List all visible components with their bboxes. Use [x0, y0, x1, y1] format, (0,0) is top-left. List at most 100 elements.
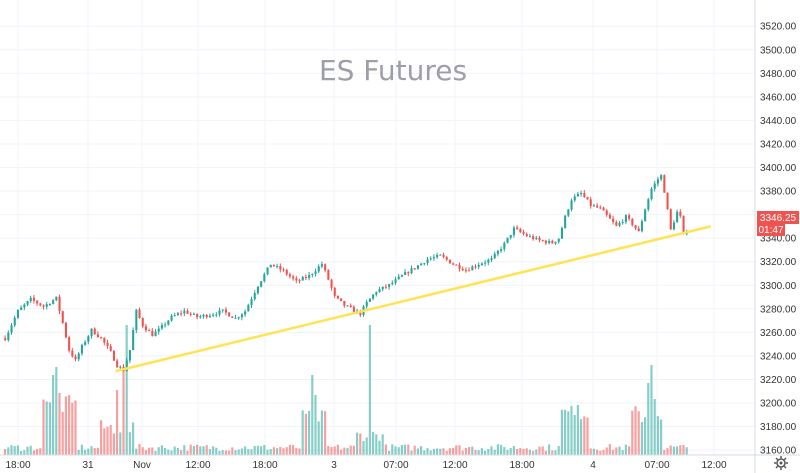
volume-bar — [496, 444, 499, 455]
volume-bar — [157, 447, 160, 455]
volume-bar — [186, 450, 189, 455]
volume-bar — [365, 437, 368, 455]
volume-bar — [407, 444, 410, 455]
volume-bar — [442, 448, 445, 455]
candle-body — [208, 315, 211, 318]
volume-bar — [656, 416, 659, 455]
candle-body — [7, 332, 10, 341]
volume-bar — [199, 446, 202, 455]
last-price-label: 3346.25 01:47 — [757, 211, 799, 236]
time-axis[interactable]: 18:00 31 Nov 12:00 18:00 3 07:00 12:00 18:00 4 07:… — [0, 454, 800, 471]
candle-body — [663, 175, 666, 193]
candle-body — [64, 322, 67, 338]
candle-body — [336, 295, 339, 299]
volume-bar — [324, 411, 327, 455]
volume-bar — [292, 445, 295, 455]
settings-gear-icon[interactable] — [774, 456, 788, 470]
candle-body — [292, 276, 295, 279]
volume-bar — [282, 448, 285, 455]
volume-bar — [48, 402, 51, 455]
volume-bar — [535, 449, 538, 455]
volume-bar — [474, 450, 477, 455]
volume-bar — [160, 445, 163, 455]
volume-bar — [234, 450, 237, 455]
candle-body — [519, 229, 522, 233]
x-tick-label: 18:00 — [509, 460, 534, 471]
candle-body — [618, 222, 621, 226]
candle-body — [77, 353, 80, 360]
candle-body — [439, 254, 442, 256]
candle-body — [506, 237, 509, 243]
volume-bar — [205, 445, 208, 455]
candle-body — [135, 309, 138, 331]
candle-body — [647, 199, 650, 210]
candle-body — [352, 307, 355, 312]
volume-bar — [516, 449, 519, 455]
volume-bar — [84, 449, 87, 455]
volume-bar — [180, 450, 183, 455]
volume-bar — [663, 449, 666, 455]
candle-body — [96, 334, 99, 338]
candle-body — [125, 360, 128, 372]
candle-body — [570, 200, 573, 210]
x-tick-label: 4 — [590, 460, 596, 471]
candle-body — [288, 274, 291, 277]
volume-bar — [93, 448, 96, 455]
candle-body — [45, 304, 48, 307]
candle-body — [20, 307, 23, 310]
volume-bar — [26, 446, 29, 455]
volume-bar — [304, 413, 307, 455]
candle-body — [416, 265, 419, 269]
x-tick-label: 3 — [331, 460, 337, 471]
volume-bar — [263, 444, 266, 455]
volume-bar — [32, 450, 35, 455]
candle-body — [503, 242, 506, 250]
volume-bar — [141, 447, 144, 455]
volume-bar — [196, 444, 199, 455]
candle-body — [628, 215, 631, 219]
x-tick-label: Nov — [133, 460, 151, 471]
candle-body — [247, 305, 250, 312]
candle-body — [612, 218, 615, 223]
volume-bar — [176, 447, 179, 455]
candle-body — [384, 286, 387, 288]
volume-bar — [119, 432, 122, 455]
candle-body — [583, 192, 586, 198]
candle-body — [586, 197, 589, 200]
volume-bar — [468, 446, 471, 455]
candle-body — [164, 324, 167, 326]
volume-bar — [432, 448, 435, 455]
candle-body — [474, 266, 477, 268]
volume-bar — [340, 449, 343, 455]
volume-bar — [455, 445, 458, 455]
candle-body — [368, 298, 371, 302]
candle-body — [26, 301, 29, 305]
volume-bar — [29, 445, 32, 455]
candle-body — [512, 227, 515, 235]
candle-body — [644, 209, 647, 222]
volume-bar — [650, 365, 653, 455]
candle-body — [605, 210, 608, 215]
candle-body — [196, 313, 199, 318]
y-tick-label: 3160.00 — [760, 446, 797, 457]
y-tick-label: 3500.00 — [760, 45, 797, 56]
candle-body — [516, 227, 519, 230]
x-tick-label: 12:00 — [701, 460, 726, 471]
candle-body — [532, 236, 535, 240]
candle-body — [445, 257, 448, 260]
x-tick-label: 12:00 — [442, 460, 467, 471]
candle-body — [240, 314, 243, 318]
candle-body — [624, 215, 627, 222]
volume-bar — [132, 422, 135, 455]
candle-body — [640, 221, 643, 232]
candle-body — [682, 215, 685, 235]
candle-body — [333, 287, 336, 296]
volume-bar — [87, 448, 90, 455]
candle-body — [74, 356, 77, 360]
volume-bar — [298, 448, 301, 455]
candle-body — [324, 264, 327, 271]
candle-body — [205, 314, 208, 318]
price-axis[interactable]: 3160.00 3180.00 3200.00 3220.00 3240.00 3260.… — [754, 0, 797, 473]
volume-bar — [554, 450, 557, 455]
candle-body — [509, 234, 512, 238]
